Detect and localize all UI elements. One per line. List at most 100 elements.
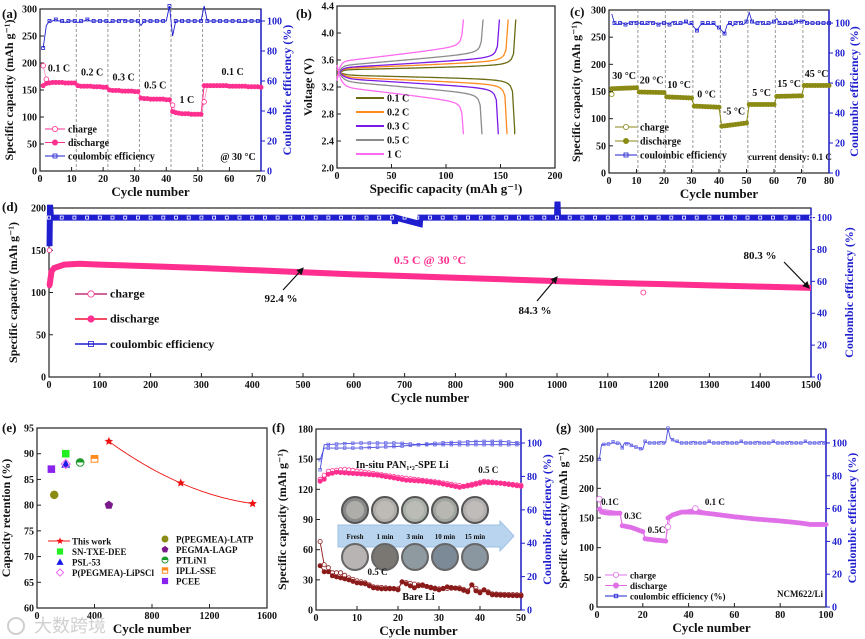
ce-point [816,21,820,25]
ce-point [618,215,623,220]
x-tick-label: 0 [335,171,340,182]
discharge-point [107,262,114,268]
panel-e: 0 400 800 1200 1600 60 65 70 75 80 85 90 95 Cycle num… [0,420,277,636]
ce-point [326,215,331,220]
discharge-point [370,472,376,478]
charge-point [321,472,327,478]
ce-point [490,439,494,444]
discharge-point [650,281,656,287]
y2-tick-label: 80 [835,49,845,60]
ce-point [364,215,369,220]
y-tick-label: 60 [303,545,313,556]
y2-tick-label: 60 [267,77,277,88]
discharge-point [455,275,461,281]
data-point-star [104,436,114,446]
discharge-point [577,279,583,285]
discharge-point [436,480,442,486]
ce-point [482,442,486,447]
discharge-point [59,262,65,269]
discharge-point [465,589,471,595]
legend-ce-icon [623,152,629,158]
ce-point [237,215,242,220]
ce-point [129,19,134,23]
discharge-point [449,274,455,281]
discharge-point [440,481,446,487]
ce-point [771,439,776,444]
discharge-point [266,268,272,274]
discharge-point [113,262,120,268]
discharge-point [369,272,376,278]
discharge-point [278,268,284,274]
discharge-point [135,89,141,95]
y-tick-label: 60 [24,604,34,615]
charge-point [43,76,50,82]
discharge-point [72,80,78,86]
y-tick-label: 300 [22,5,37,16]
discharge-point [420,478,426,484]
panel-c: 0 10 20 30 40 50 60 70 8005010015020025030002040… [569,4,861,201]
discharge-point [362,471,368,477]
electrode-photo [341,543,369,571]
ce-point [755,21,760,25]
ce-point [262,215,267,220]
discharge-point [235,266,242,273]
this-work-trend-line [108,441,253,505]
ce-point [728,21,732,25]
charge-line [598,498,827,541]
data-point-triangle [61,459,71,468]
ce-point [60,19,64,23]
ce-point [515,440,519,445]
ce-point [186,215,191,220]
discharge-curve [336,68,508,135]
ce-point [762,441,766,445]
y-tick-label: 150 [298,455,313,466]
discharge-point [741,283,748,289]
discharge-point [747,283,754,289]
discharge-point [502,481,508,487]
discharge-point [407,478,413,484]
discharge-point [198,111,204,117]
y2-tick-label: 80 [832,471,842,482]
x-tick-label: 70 [256,174,266,185]
legend-discharge-icon [52,139,59,146]
ce-point [656,215,661,220]
ce-point [79,19,83,23]
y-tick-label: 2.4 [322,137,335,148]
x-tick-label: 500 [296,380,311,391]
ce-point [623,22,628,27]
x-tick-label: 1000 [547,380,567,391]
ce-point [799,441,803,445]
discharge-point [407,583,413,589]
rate-label: 1 C [179,95,194,106]
ce-point [255,19,260,23]
ce-point [611,440,615,444]
ce-point [161,215,166,220]
y2-tick-label: 0 [832,603,837,614]
charge-curve [336,19,484,80]
x-tick-label: 1300 [699,380,719,391]
y-tick-label: 50 [36,330,46,341]
discharge-point [321,476,327,482]
data-point-square [47,465,56,473]
discharge-point [662,281,668,287]
ce-point [748,441,753,445]
discharge-point [411,585,417,591]
panel-g: 0 20 40 60 80 1000501001502002503000204060801… [556,420,859,635]
panel-a: 0 10 20 30 40 50 60 700501001502002503000204060… [2,5,294,200]
charge-point [609,91,615,97]
electrode-photo [401,543,429,571]
x-tick-label: 30 [687,176,697,187]
ce-point [433,442,437,447]
retention-annotation: 80.3 % [744,250,777,262]
x-tick-label: 200 [143,380,158,391]
ce-point [684,441,689,445]
discharge-point [89,261,95,267]
x-axis-title: Cycle number [391,390,470,405]
charge-point [317,539,323,545]
legend-label: 0.2 C [387,108,409,119]
y-tick-label: 30 [303,575,313,586]
ce-point [161,19,166,23]
x-tick-label: 1500 [801,380,821,391]
x-tick-label: 900 [499,380,514,391]
discharge-point [391,586,397,592]
